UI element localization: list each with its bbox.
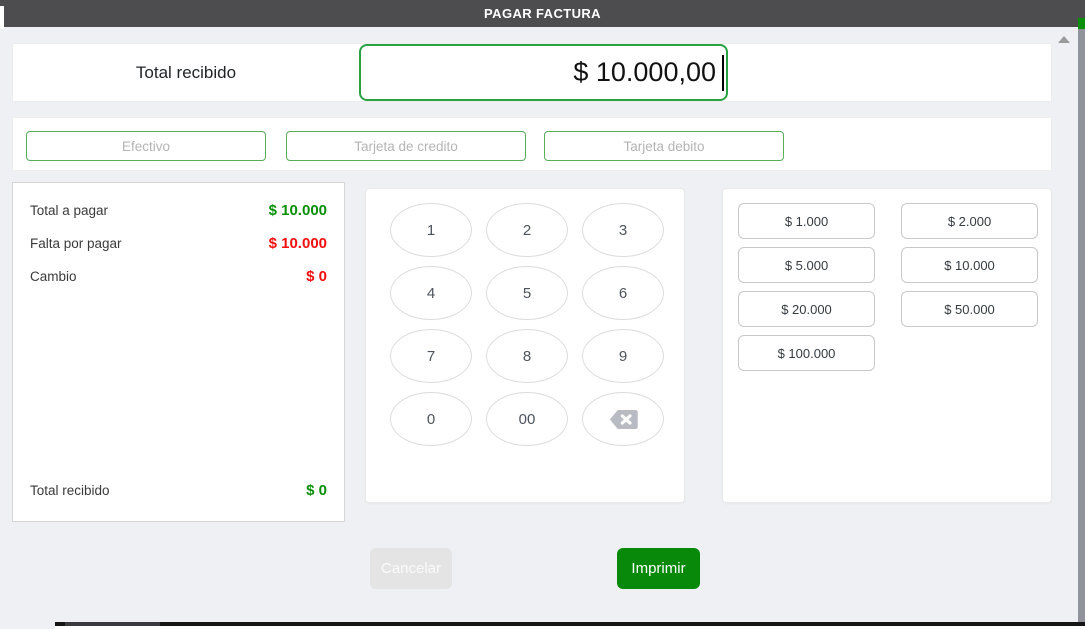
bottom-white-strip: [55, 626, 1085, 629]
denominations-panel: $ 1.000 $ 2.000 $ 5.000 $ 10.000 $ 20.00…: [722, 188, 1052, 503]
total-a-pagar-value: $ 10.000: [268, 202, 327, 219]
summary-row-total-recibido: Total recibido $ 0: [30, 482, 327, 501]
text-caret: [722, 55, 724, 91]
total-received-input[interactable]: [359, 44, 728, 101]
right-edge-strip-dark: [1078, 0, 1085, 18]
keypad-key-1[interactable]: 1: [390, 203, 472, 257]
total-a-pagar-label: Total a pagar: [30, 203, 109, 218]
denomination-10000-button[interactable]: $ 10.000: [901, 247, 1038, 283]
denomination-1000-button[interactable]: $ 1.000: [738, 203, 875, 239]
cancel-button[interactable]: Cancelar: [370, 548, 452, 589]
keypad-key-4[interactable]: 4: [390, 266, 472, 320]
keypad-backspace-button[interactable]: [582, 392, 664, 446]
falta-por-pagar-label: Falta por pagar: [30, 236, 122, 251]
bottom-dark-bar: [55, 622, 1085, 626]
payment-method-tarjeta-credito-button[interactable]: Tarjeta de credito: [286, 131, 526, 161]
total-recibido-footer-label: Total recibido: [30, 483, 110, 498]
denomination-5000-button[interactable]: $ 5.000: [738, 247, 875, 283]
summary-row-falta-por-pagar: Falta por pagar $ 10.000: [30, 235, 327, 254]
keypad-key-00[interactable]: 00: [486, 392, 568, 446]
keypad-panel: 1 2 3 4 5 6 7 8 9 0 00: [365, 188, 685, 503]
backspace-icon: [609, 409, 638, 429]
denomination-2000-button[interactable]: $ 2.000: [901, 203, 1038, 239]
print-button[interactable]: Imprimir: [617, 548, 700, 589]
falta-por-pagar-value: $ 10.000: [268, 235, 327, 252]
scroll-up-icon[interactable]: [1058, 36, 1070, 43]
keypad-key-6[interactable]: 6: [582, 266, 664, 320]
top-left-notch: [0, 6, 4, 29]
total-received-label: Total recibido: [135, 62, 237, 82]
denomination-20000-button[interactable]: $ 20.000: [738, 291, 875, 327]
modal-header: PAGAR FACTURA: [0, 0, 1085, 27]
total-received-row: Total recibido: [12, 43, 1052, 102]
summary-row-cambio: Cambio $ 0: [30, 268, 327, 287]
keypad-key-0[interactable]: 0: [390, 392, 472, 446]
summary-row-total-a-pagar: Total a pagar $ 10.000: [30, 202, 327, 221]
keypad-key-9[interactable]: 9: [582, 329, 664, 383]
cambio-label: Cambio: [30, 269, 77, 284]
payment-method-tarjeta-debito-button[interactable]: Tarjeta debito: [544, 131, 784, 161]
denomination-50000-button[interactable]: $ 50.000: [901, 291, 1038, 327]
keypad-key-2[interactable]: 2: [486, 203, 568, 257]
denomination-100000-button[interactable]: $ 100.000: [738, 335, 875, 371]
summary-spacer: [30, 301, 327, 482]
right-edge-scrollbar-track: [1078, 29, 1085, 629]
right-edge-strip-green: [1078, 18, 1085, 29]
summary-panel: Total a pagar $ 10.000 Falta por pagar $…: [12, 182, 345, 522]
total-recibido-footer-value: $ 0: [306, 482, 327, 499]
keypad-key-7[interactable]: 7: [390, 329, 472, 383]
keypad-key-3[interactable]: 3: [582, 203, 664, 257]
cambio-value: $ 0: [306, 268, 327, 285]
payment-method-efectivo-button[interactable]: Efectivo: [26, 131, 266, 161]
bottom-dark-segment: [65, 622, 160, 626]
keypad-key-5[interactable]: 5: [486, 266, 568, 320]
payment-methods-bar: Efectivo Tarjeta de credito Tarjeta debi…: [12, 117, 1052, 171]
keypad-key-8[interactable]: 8: [486, 329, 568, 383]
modal-title: PAGAR FACTURA: [484, 6, 601, 21]
